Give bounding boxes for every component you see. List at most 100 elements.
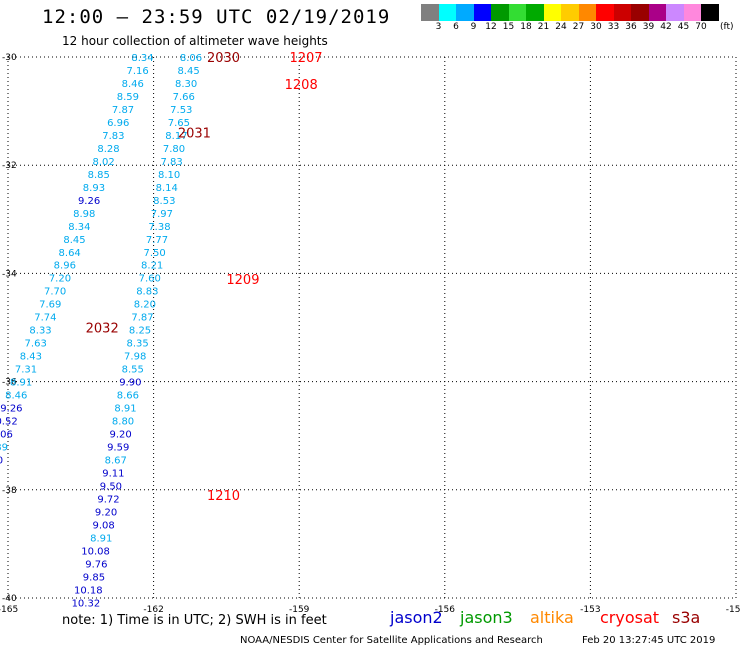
legend-tick-label: 15	[502, 22, 515, 32]
wave-height-label: 7.87	[112, 105, 134, 116]
y-tick-label: -38	[2, 486, 17, 496]
legend-swatch	[473, 4, 491, 21]
wave-height-label: 7.83	[102, 131, 124, 142]
wave-height-label: 7.38	[148, 222, 170, 233]
wave-height-label: 9.90	[119, 378, 141, 389]
wave-height-label: 7.74	[34, 313, 56, 324]
wave-height-label: 7.97	[151, 209, 173, 220]
wave-height-label: 7.53	[170, 105, 192, 116]
wave-height-label: 8.43	[20, 352, 42, 363]
pass-time-label: 2031	[178, 127, 211, 142]
wave-height-label: 9.72	[97, 494, 119, 505]
page-title: 12:00 — 23:59 UTC 02/19/2019	[42, 6, 391, 28]
wave-height-label: 8.21	[141, 261, 163, 272]
wave-height-label: 8.91	[90, 533, 112, 544]
wave-height-label: 8.14	[156, 183, 178, 194]
pass-time-label: 1208	[285, 78, 318, 93]
pass-time-label: 1210	[207, 489, 240, 504]
wave-height-label: 8.53	[153, 196, 175, 207]
wave-height-label: 8.66	[117, 391, 139, 402]
wave-height-label: 9.20	[109, 430, 131, 441]
wave-height-label: 10.18	[74, 585, 103, 596]
legend-swatch	[648, 4, 666, 21]
note-text: note: 1) Time is in UTC; 2) SWH is in fe…	[62, 613, 327, 628]
x-tick-label: -162	[143, 605, 163, 615]
wave-height-label: 8.93	[83, 183, 105, 194]
wave-height-label: 9.85	[83, 572, 105, 583]
legend-tick-label: 27	[572, 22, 585, 32]
legend-swatch	[666, 4, 684, 21]
wave-height-label: 9.50	[100, 481, 122, 492]
legend-swatch	[561, 4, 579, 21]
wave-height-label: 7.16	[126, 66, 148, 77]
wave-height-label: 8.17	[165, 131, 187, 142]
wave-height-label: 8.89	[0, 443, 8, 454]
legend-tick-label: 3	[435, 22, 442, 32]
wave-height-label: 8.91	[10, 378, 32, 389]
wave-height-label: 7.31	[15, 365, 37, 376]
satellite-label-jason2: jason2	[390, 608, 443, 627]
wave-height-label: 10.08	[81, 546, 110, 557]
legend-tick-label: 70	[695, 22, 707, 32]
legend-tick-label: 30	[590, 22, 602, 32]
legend-tick-label: 18	[520, 22, 532, 32]
wave-height-label: 8.46	[122, 79, 144, 90]
wave-height-label: 8.59	[117, 92, 139, 103]
legend-swatch	[508, 4, 526, 21]
satellite-label-altika: altika	[530, 608, 574, 627]
wave-height-label: 9.08	[93, 520, 115, 531]
wave-height-label: 7.69	[39, 300, 61, 311]
wave-height-label: 8.85	[88, 170, 110, 181]
legend-swatch	[701, 4, 719, 21]
legend-tick-label: 12	[485, 22, 497, 32]
legend-swatch	[596, 4, 614, 21]
wave-height-label: 10.52	[0, 417, 18, 428]
wave-height-label: 7.70	[44, 287, 66, 298]
pass-time-label: 2032	[86, 322, 119, 337]
wave-height-label: 7.50	[143, 248, 165, 259]
satellite-label-s3a: s3a	[672, 608, 701, 627]
wave-height-label: 9.06	[0, 430, 13, 441]
legend-swatch	[578, 4, 596, 21]
satellite-label-jason3: jason3	[460, 608, 513, 627]
wave-height-label: 8.45	[63, 235, 85, 246]
pass-time-label: 1209	[226, 273, 259, 288]
wave-height-label: 8.98	[73, 209, 95, 220]
wave-height-label: 9.26	[0, 404, 22, 415]
wave-height-label: 10.32	[72, 598, 101, 609]
wave-height-label: 9.76	[85, 559, 107, 570]
legend-swatch	[613, 4, 631, 21]
satellite-label-cryosat: cryosat	[600, 608, 660, 627]
x-tick-label: -159	[289, 605, 310, 615]
y-tick-label: -40	[2, 594, 17, 604]
wave-height-label: 8.20	[134, 300, 156, 311]
color-legend	[421, 4, 719, 21]
wave-height-label: 8.55	[122, 365, 144, 376]
pass-time-label: 1207	[289, 51, 322, 66]
legend-tick-label: 33	[607, 22, 620, 32]
wave-height-label: 7.20	[49, 274, 71, 285]
wave-height-label: 8.02	[93, 157, 115, 168]
legend-tick-label: 21	[537, 22, 550, 32]
wave-height-label: 8.25	[129, 326, 151, 337]
wave-height-label: 9.20	[0, 456, 3, 467]
x-tick-label: -153	[580, 605, 600, 615]
wave-height-label: 8.45	[177, 66, 199, 77]
wave-height-label: 8.46	[5, 391, 27, 402]
wave-height-label: 8.34	[131, 53, 153, 64]
wave-height-label: 8.64	[59, 248, 81, 259]
legend-swatch	[631, 4, 649, 21]
wave-height-label: 8.67	[105, 456, 127, 467]
y-tick-label: -32	[2, 161, 17, 171]
wave-height-label: 8.30	[175, 79, 197, 90]
legend-tick-label: 6	[453, 22, 459, 32]
wave-height-label: 7.80	[163, 144, 185, 155]
x-tick-label: -165	[0, 605, 18, 615]
wave-height-label: 9.20	[95, 507, 117, 518]
wave-height-label: 7.60	[139, 274, 161, 285]
legend-tick-label: 9	[470, 22, 477, 32]
wave-height-label: 8.80	[112, 417, 134, 428]
legend-swatch	[421, 4, 439, 21]
wave-height-label: 8.91	[114, 404, 136, 415]
